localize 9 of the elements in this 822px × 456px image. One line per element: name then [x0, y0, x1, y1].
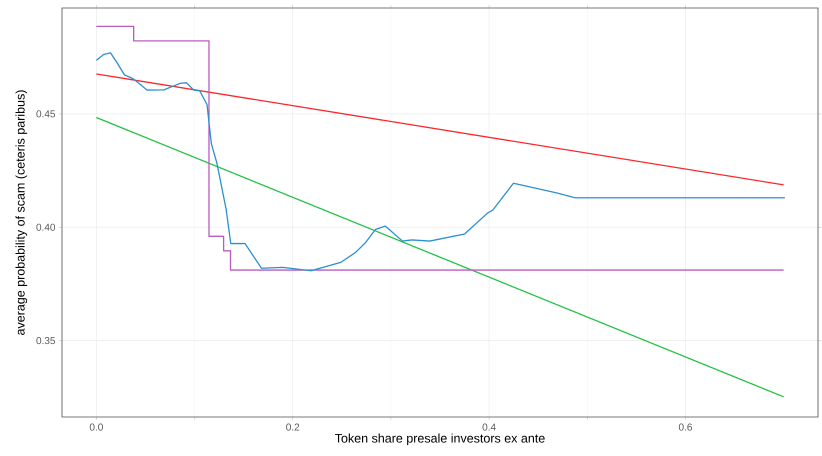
y-tick-label: 0.40 — [36, 224, 56, 231]
x-tick-label: 0.4 — [482, 424, 496, 431]
y-axis-title: average probability of scam (ceteris paribus) — [15, 90, 28, 335]
x-tick-label: 0.6 — [678, 424, 692, 431]
y-tick-label: 0.45 — [36, 110, 56, 118]
x-tick-label: 0.0 — [90, 424, 103, 431]
x-axis-title: Token share presale investors ex ante — [335, 433, 545, 446]
x-tick-label: 0.2 — [286, 424, 300, 431]
y-tick-label: 0.35 — [36, 337, 56, 344]
